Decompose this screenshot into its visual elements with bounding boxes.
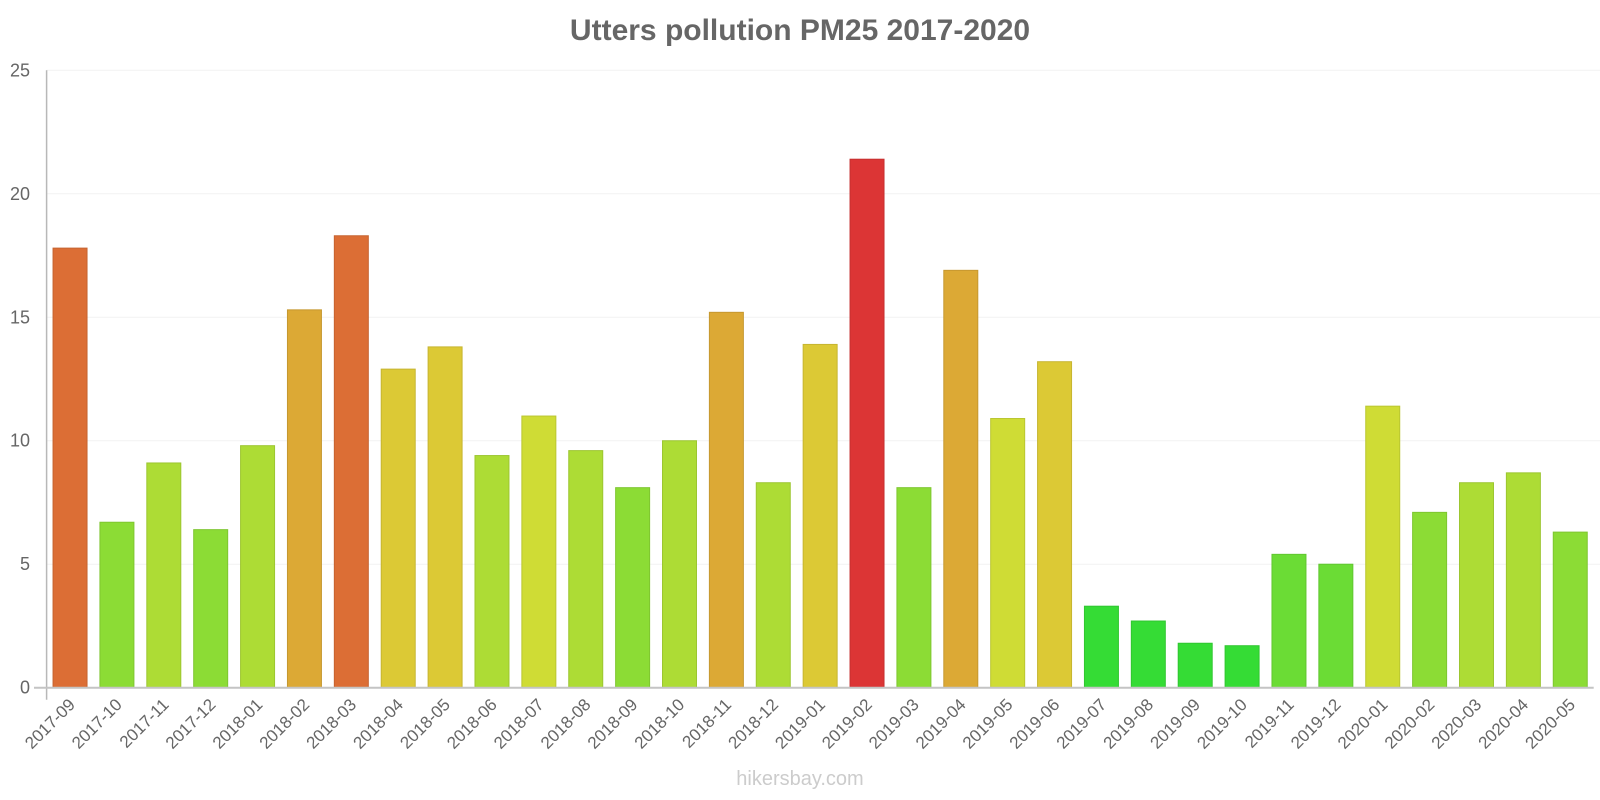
bar-2020-05[interactable] bbox=[1552, 531, 1588, 689]
bar-2018-11[interactable] bbox=[708, 311, 744, 689]
x-tick-label: 2019-07 bbox=[1053, 695, 1111, 753]
bar-2020-02[interactable] bbox=[1412, 511, 1448, 689]
x-tick-label: 2018-07 bbox=[490, 695, 548, 753]
x-tick-label: 2018-01 bbox=[209, 695, 267, 753]
bar-2019-11[interactable] bbox=[1271, 553, 1307, 689]
x-tick-label: 2018-05 bbox=[396, 695, 454, 753]
x-tick-label: 2018-12 bbox=[725, 695, 783, 753]
watermark: hikersbay.com bbox=[736, 768, 864, 790]
x-tick-label: 2019-01 bbox=[771, 695, 829, 753]
bar-2018-08[interactable] bbox=[568, 450, 604, 689]
bar-2020-03[interactable] bbox=[1459, 482, 1494, 689]
x-tick-label: 2018-03 bbox=[303, 695, 361, 753]
bar-2019-08[interactable] bbox=[1130, 620, 1166, 689]
bar-2019-12[interactable] bbox=[1318, 563, 1354, 689]
x-tick-label: 2019-03 bbox=[865, 695, 923, 753]
x-tick-label: 2018-06 bbox=[443, 695, 501, 753]
x-tick-label: 2017-12 bbox=[162, 695, 220, 753]
y-tick-label: 0 bbox=[20, 678, 30, 698]
x-tick-label: 2017-11 bbox=[116, 695, 173, 752]
bar-2017-11[interactable] bbox=[146, 462, 182, 689]
x-tick-label: 2019-04 bbox=[912, 695, 970, 753]
bar-2018-04[interactable] bbox=[380, 368, 416, 689]
x-tick-label: 2018-10 bbox=[631, 695, 689, 753]
bar-2020-04[interactable] bbox=[1505, 472, 1541, 689]
x-tick-label: 2020-03 bbox=[1428, 695, 1486, 753]
y-tick-label: 20 bbox=[10, 184, 30, 204]
x-tick-label: 2018-04 bbox=[349, 695, 407, 753]
bar-2019-05[interactable] bbox=[990, 418, 1026, 689]
bar-2019-06[interactable] bbox=[1037, 361, 1073, 689]
y-tick-label: 15 bbox=[10, 307, 30, 327]
x-tick-label: 2018-08 bbox=[537, 695, 595, 753]
y-tick-label: 25 bbox=[10, 60, 30, 80]
bar-2019-04[interactable] bbox=[943, 269, 979, 689]
bar-2018-03[interactable] bbox=[333, 235, 369, 689]
x-tick-label: 2020-02 bbox=[1381, 695, 1439, 753]
bar-2017-12[interactable] bbox=[193, 529, 229, 689]
x-tick-label: 2017-09 bbox=[21, 695, 79, 753]
bar-2018-06[interactable] bbox=[474, 455, 510, 689]
bar-2019-10[interactable] bbox=[1224, 645, 1260, 689]
x-tick-label: 2018-11 bbox=[679, 695, 736, 752]
bar-2019-03[interactable] bbox=[896, 487, 932, 689]
bar-2017-09[interactable] bbox=[52, 247, 88, 689]
x-tick-label: 2019-05 bbox=[959, 695, 1017, 753]
x-tick-label: 2020-01 bbox=[1334, 695, 1392, 753]
x-tick-label: 2019-12 bbox=[1287, 695, 1345, 753]
x-tick-label: 2018-09 bbox=[584, 695, 642, 753]
bar-2019-02[interactable] bbox=[849, 158, 885, 689]
bar-2018-07[interactable] bbox=[521, 415, 557, 689]
y-tick-label: 10 bbox=[10, 431, 30, 451]
x-tick-label: 2019-10 bbox=[1193, 695, 1251, 753]
x-tick-label: 2020-05 bbox=[1522, 695, 1580, 753]
x-tick-label: 2017-10 bbox=[68, 695, 126, 753]
bar-2018-02[interactable] bbox=[286, 309, 322, 689]
x-tick-label: 2018-02 bbox=[256, 695, 314, 753]
chart-title: Utters pollution PM25 2017-2020 bbox=[569, 14, 1031, 47]
y-tick-label: 5 bbox=[20, 554, 30, 574]
bar-2018-10[interactable] bbox=[662, 440, 697, 689]
bar-2019-09[interactable] bbox=[1177, 642, 1213, 689]
x-tick-label: 2019-08 bbox=[1100, 695, 1158, 753]
x-tick-label: 2019-02 bbox=[818, 695, 876, 753]
bar-2018-05[interactable] bbox=[427, 346, 463, 689]
bar-2020-01[interactable] bbox=[1365, 405, 1401, 689]
x-tick-label: 2019-06 bbox=[1006, 695, 1064, 753]
bar-2019-01[interactable] bbox=[802, 343, 838, 689]
x-tick-label: 2020-04 bbox=[1475, 695, 1533, 753]
bar-2018-12[interactable] bbox=[755, 482, 791, 689]
x-tick-label: 2019-11 bbox=[1241, 695, 1298, 752]
bar-2018-09[interactable] bbox=[615, 487, 651, 689]
bar-2019-07[interactable] bbox=[1083, 605, 1119, 689]
bar-2018-01[interactable] bbox=[240, 445, 276, 689]
bar-2017-10[interactable] bbox=[99, 521, 135, 689]
x-tick-label: 2019-09 bbox=[1146, 695, 1204, 753]
